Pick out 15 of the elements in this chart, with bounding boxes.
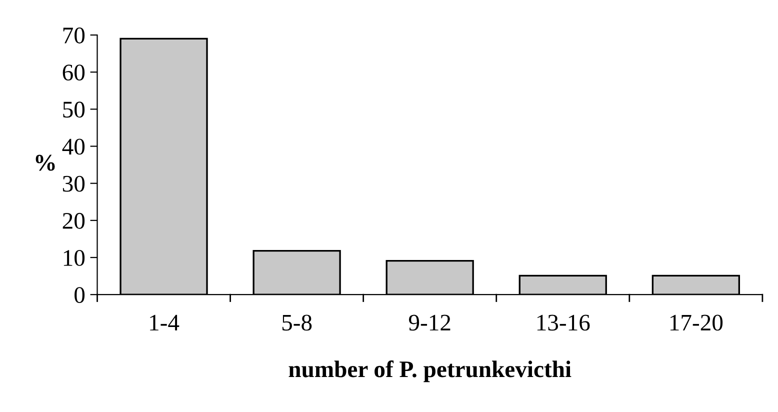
x-tick-label: 5-8 — [282, 314, 312, 331]
y-tick-label: 20 — [62, 212, 85, 229]
y-tick-label: 0 — [74, 287, 85, 304]
y-tick-label: 60 — [62, 64, 85, 81]
y-tick-label: 50 — [63, 102, 85, 118]
y-tick-label: 10 — [64, 250, 85, 266]
x-axis-title: number of P. petrunkevicthi — [288, 360, 572, 382]
y-tick-label: 70 — [63, 28, 85, 44]
x-tick-label: 13-16 — [537, 314, 590, 331]
y-tick-label: 40 — [62, 138, 85, 155]
x-tick-label: 1-4 — [150, 314, 180, 330]
x-tick-label: 17-20 — [670, 314, 723, 331]
y-tick-label: 30 — [62, 176, 85, 192]
y-axis-title: % — [36, 154, 55, 171]
x-tick-label: 9-12 — [408, 314, 450, 331]
